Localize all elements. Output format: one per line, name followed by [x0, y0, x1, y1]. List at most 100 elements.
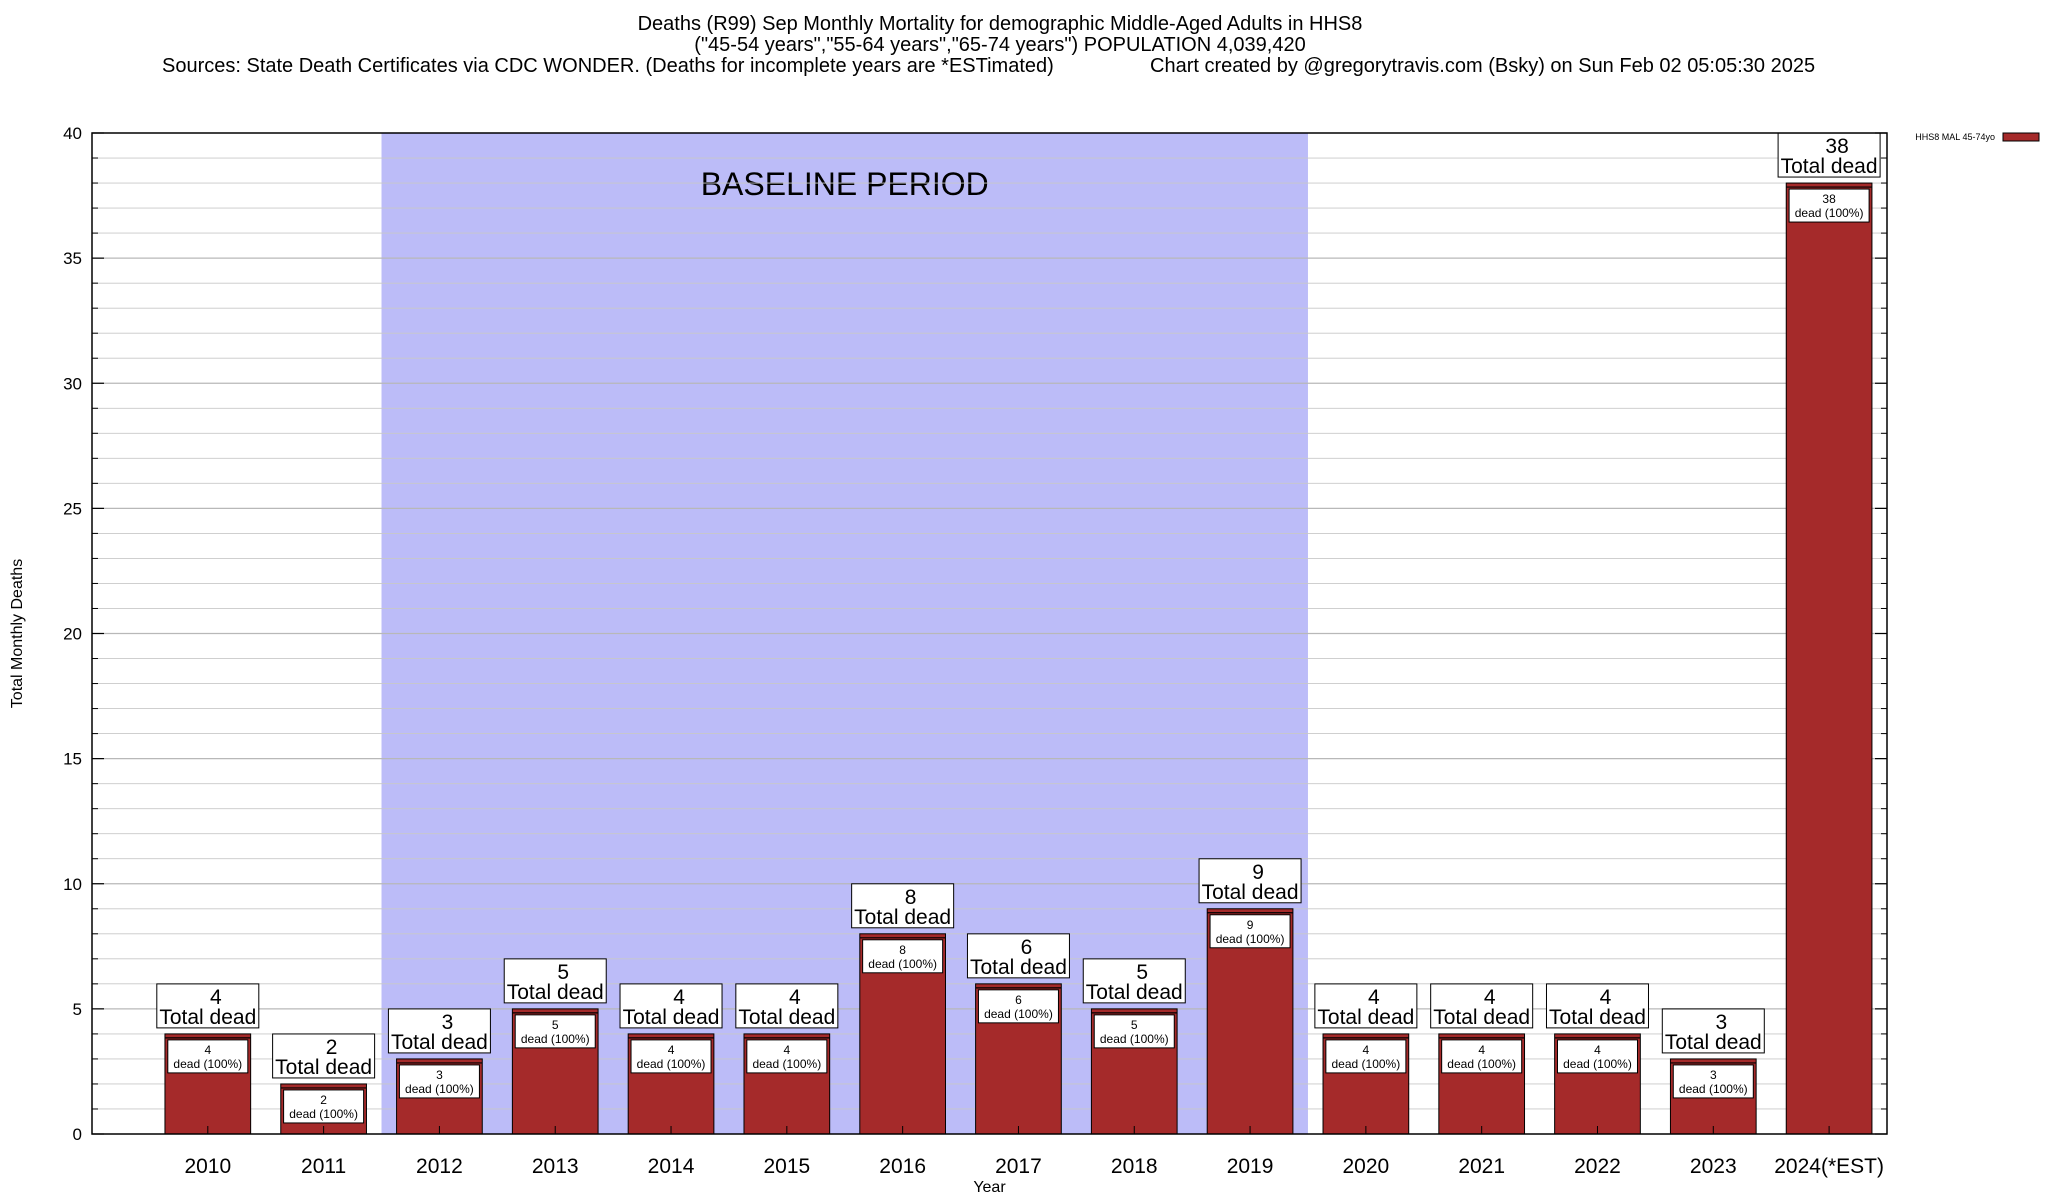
total-label-box	[1314, 983, 1418, 1029]
inner-value-label: 5	[552, 1018, 559, 1032]
inner-percent-close: )	[586, 1032, 590, 1046]
inner-percent-number: 100%	[323, 1107, 354, 1121]
total-text-label: Total dead	[507, 981, 604, 1004]
inner-label-box	[1788, 188, 1870, 223]
total-label-box	[735, 983, 839, 1029]
inner-percent-value: (	[895, 957, 902, 971]
chart-credit: Chart created by @gregorytravis.com (Bsk…	[1150, 55, 1815, 77]
total-value-label: 3	[442, 1011, 454, 1034]
inner-value-label: 4	[1478, 1043, 1485, 1057]
total-label-box	[272, 1033, 376, 1079]
inner-dead-word: dead	[1679, 1082, 1706, 1096]
total-label-box	[851, 883, 955, 929]
inner-dead-word: dead	[405, 1082, 432, 1096]
legend: HHS8 MAL 45-74yo	[1915, 132, 2040, 142]
total-text-label: Total dead	[738, 1006, 835, 1029]
total-text-label: Total dead	[1317, 1006, 1414, 1029]
total-value-label: 5	[557, 961, 569, 984]
inner-label-box	[630, 1039, 712, 1074]
inner-percent-label: dead (100%)	[1447, 1057, 1516, 1071]
inner-percent-label: dead (100%)	[1216, 932, 1285, 946]
total-value-label: 5	[1136, 961, 1148, 984]
total-value-label: 4	[1600, 986, 1612, 1009]
total-value-label: 4	[1484, 986, 1496, 1009]
total-value-label: 4	[1368, 986, 1380, 1009]
y-tick-label: 0	[73, 1125, 82, 1144]
total-text-label: Total dead	[623, 1006, 720, 1029]
total-label-box	[1198, 858, 1302, 904]
total-value-label: 38	[1825, 135, 1848, 158]
inner-label-box	[398, 1064, 480, 1099]
inner-percent-number: 100%	[1713, 1082, 1744, 1096]
inner-label-box	[1093, 1014, 1175, 1049]
inner-percent-close: )	[1859, 206, 1863, 220]
x-axis-title: Year	[973, 1179, 1006, 1196]
x-tick-label: 2010	[184, 1155, 231, 1178]
inner-percent-number: 100%	[1250, 932, 1281, 946]
y-tick-label: 20	[63, 625, 82, 644]
total-value-label: 8	[905, 886, 917, 909]
total-label-box	[966, 933, 1070, 979]
inner-percent-number: 100%	[787, 1057, 818, 1071]
inner-percent-close: )	[1744, 1082, 1748, 1096]
x-tick-label: 2013	[532, 1155, 579, 1178]
inner-percent-close: )	[470, 1082, 474, 1096]
x-tick-label: 2019	[1227, 1155, 1274, 1178]
inner-dead-word: dead	[1331, 1057, 1358, 1071]
x-tick-label: 2024(*EST)	[1774, 1155, 1884, 1178]
inner-percent-close: )	[701, 1057, 705, 1071]
total-value-label: 9	[1252, 861, 1264, 884]
total-label-box	[1430, 983, 1534, 1029]
inner-value-label: 4	[783, 1043, 790, 1057]
total-value-label: 4	[789, 986, 801, 1009]
inner-value-label: 4	[1363, 1043, 1370, 1057]
total-text-label: Total dead	[1086, 981, 1183, 1004]
inner-value-label: 4	[668, 1043, 675, 1057]
total-value-label: 3	[1715, 1011, 1727, 1034]
inner-percent-label: dead (100%)	[868, 957, 937, 971]
y-tick-label: 35	[63, 249, 82, 268]
inner-percent-label: dead (100%)	[1563, 1057, 1632, 1071]
inner-dead-word: dead	[1216, 932, 1243, 946]
x-tick-label: 2012	[416, 1155, 463, 1178]
x-tick-label: 2014	[648, 1155, 695, 1178]
total-label-box	[619, 983, 723, 1029]
inner-value-label: 3	[436, 1068, 443, 1082]
total-text-label: Total dead	[1433, 1006, 1530, 1029]
inner-percent-value: (	[548, 1032, 555, 1046]
x-tick-label: 2017	[995, 1155, 1042, 1178]
inner-label-box	[167, 1039, 249, 1074]
y-tick-label: 25	[63, 499, 82, 518]
inner-percent-number: 100%	[1134, 1032, 1165, 1046]
inner-percent-label: dead (100%)	[521, 1032, 590, 1046]
inner-dead-word: dead	[289, 1107, 316, 1121]
total-value-label: 4	[210, 986, 222, 1009]
inner-percent-label: dead (100%)	[637, 1057, 706, 1071]
inner-percent-label: dead (100%)	[1795, 206, 1864, 220]
x-tick-label: 2011	[301, 1155, 346, 1178]
inner-percent-close: )	[1512, 1057, 1516, 1071]
inner-percent-number: 100%	[555, 1032, 586, 1046]
chart-header: Deaths (R99) Sep Monthly Mortality for d…	[162, 13, 1815, 77]
inner-percent-close: )	[1396, 1057, 1400, 1071]
total-text-label: Total dead	[159, 1006, 256, 1029]
y-tick-label: 15	[63, 750, 82, 769]
y-tick-label: 40	[63, 124, 82, 143]
total-text-label: Total dead	[1781, 155, 1878, 178]
y-tick-label: 10	[63, 875, 82, 894]
total-text-label: Total dead	[970, 956, 1067, 979]
y-tick-label: 5	[73, 1000, 82, 1019]
inner-percent-number: 100%	[902, 957, 933, 971]
inner-dead-word: dead	[984, 1007, 1011, 1021]
inner-percent-value: (	[1706, 1082, 1713, 1096]
total-label-box	[387, 1008, 491, 1054]
bar-2024(*EST)	[1785, 182, 1873, 1135]
inner-percent-label: dead (100%)	[405, 1082, 474, 1096]
legend-label: HHS8 MAL 45-74yo	[1915, 132, 1995, 142]
inner-dead-word: dead	[868, 957, 895, 971]
total-text-label: Total dead	[1665, 1031, 1762, 1054]
x-tick-label: 2023	[1690, 1155, 1737, 1178]
inner-percent-number: 100%	[1829, 206, 1860, 220]
inner-percent-number: 100%	[1481, 1057, 1512, 1071]
